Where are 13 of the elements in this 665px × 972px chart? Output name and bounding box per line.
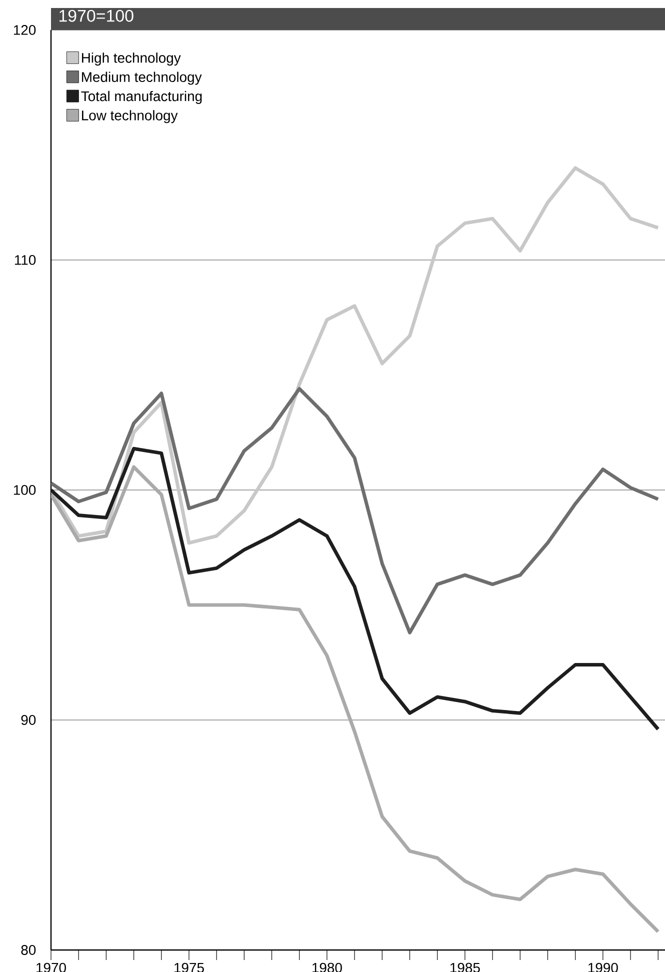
line-series xyxy=(51,166,660,545)
y-tick-label: 90 xyxy=(21,715,36,725)
line-series xyxy=(51,387,660,634)
y-tick-label: 100 xyxy=(14,485,36,495)
y-tick-label: 120 xyxy=(14,25,36,35)
chart-title: 1970=100 xyxy=(59,10,134,22)
y-tick-label: 80 xyxy=(21,945,36,955)
line-series xyxy=(51,446,660,731)
legend-label: Medium technology xyxy=(82,72,202,85)
legend-label: Total manufacturing xyxy=(81,90,202,104)
y-tick-label: 110 xyxy=(14,255,36,265)
legend-label: High technology xyxy=(82,52,181,66)
legend-label: Low technology xyxy=(82,110,178,124)
